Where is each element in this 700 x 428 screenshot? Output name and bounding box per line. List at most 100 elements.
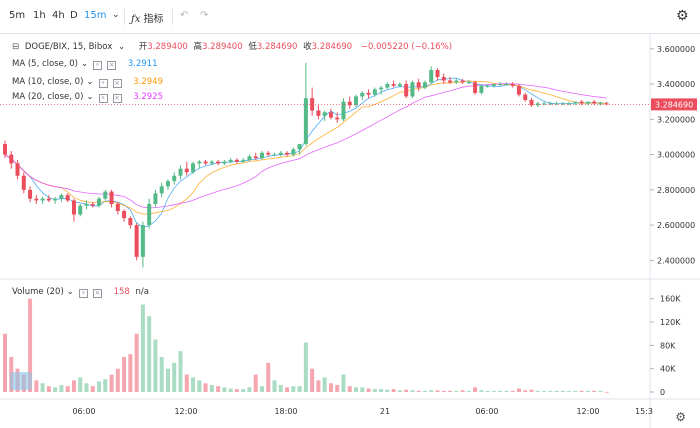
candle-body — [203, 161, 208, 164]
volume-bar — [341, 374, 346, 392]
candle-body — [479, 85, 484, 93]
time-tick-label: 12:00 — [174, 407, 197, 416]
volume-bar — [128, 354, 133, 392]
volume-bar — [178, 351, 183, 392]
volume-bar — [548, 390, 553, 392]
candle-body — [316, 110, 321, 116]
volume-bar — [191, 377, 196, 392]
volume-bar — [310, 368, 315, 392]
candle-body — [234, 159, 239, 162]
candle-body — [454, 80, 459, 83]
ma10-chevron-icon[interactable]: ⌄ — [86, 77, 94, 87]
ma20-chevron-icon[interactable]: ⌄ — [86, 92, 94, 102]
volume-bar — [491, 390, 496, 392]
candle-body — [285, 152, 290, 155]
candle-body — [322, 112, 327, 116]
candle-body — [460, 80, 465, 83]
volume-bar — [84, 383, 89, 392]
current-price-label: 3.284690 — [655, 100, 693, 109]
volume-bar — [272, 380, 277, 392]
volume-bar — [278, 385, 283, 392]
redo-icon[interactable]: ↷ — [200, 10, 209, 21]
candle-body — [391, 84, 396, 86]
candle-body — [491, 84, 496, 86]
interval-15m-button[interactable]: 15m — [84, 10, 107, 21]
volume-bar — [366, 388, 371, 392]
high-label: 高 — [193, 42, 203, 52]
candle-body — [165, 181, 170, 187]
volume-chevron-icon[interactable]: ⌄ — [66, 287, 74, 297]
volume-settings-icon[interactable]: ⚬ — [78, 289, 88, 298]
volume-legend: Volume (20) ⌄ ⚬ × 158 n/a — [12, 287, 152, 298]
volume-remove-icon[interactable]: × — [92, 289, 102, 298]
candle-body — [410, 82, 415, 97]
chart-canvas[interactable]: 3.600000 3.400000 3.200000 3.000000 2.800000… — [0, 34, 700, 428]
chart-settings-gear-icon[interactable]: ⚙ — [675, 410, 686, 424]
volume-bar — [90, 386, 95, 392]
candle-body — [448, 80, 453, 83]
indicators-button[interactable]: ƒx 指标 — [131, 10, 164, 25]
volume-bar — [441, 390, 446, 392]
ma5-settings-icon[interactable]: ⚬ — [93, 61, 103, 70]
volume-bar — [109, 374, 114, 392]
toolbar-divider — [172, 9, 173, 25]
candle-body — [604, 103, 609, 105]
volume-bar — [460, 390, 465, 392]
interval-4h-button[interactable]: 4h — [52, 10, 65, 21]
close-value: 3.284690 — [311, 42, 353, 52]
candle-body — [71, 200, 76, 215]
volume-bar — [197, 380, 202, 392]
ma10-legend: MA (10, close, 0) ⌄ ⚬ × 3.2949 — [12, 77, 166, 88]
volume-bar — [71, 380, 76, 392]
volume-bar — [598, 390, 603, 392]
candle-body — [554, 103, 559, 105]
volume-bar — [122, 357, 127, 392]
candle-body — [40, 198, 45, 201]
settings-gear-icon[interactable]: ⚙ — [676, 8, 689, 24]
candle-body — [122, 211, 127, 219]
candle-body — [134, 225, 139, 257]
volume-bar — [59, 385, 64, 392]
candle-body — [21, 175, 26, 190]
volume-tick-label: 120K — [660, 318, 681, 327]
volume-bar — [335, 385, 340, 392]
volume-bar — [385, 389, 390, 392]
ma20-remove-icon[interactable]: × — [112, 94, 122, 103]
volume-bar — [354, 387, 359, 392]
current-price-badge — [651, 98, 697, 111]
interval-d-button[interactable]: D — [70, 10, 78, 21]
ma5-chevron-icon[interactable]: ⌄ — [81, 59, 89, 69]
candle-body — [510, 84, 515, 86]
symbol-chevron-icon[interactable]: ⌄ — [117, 42, 126, 52]
volume-bar — [78, 377, 83, 392]
candle-body — [291, 149, 296, 155]
symbol-legend: ⊟ DOGE/BIX, 15, Bibox ⌄ 开3.289400 高3.289… — [12, 40, 455, 52]
candle-body — [278, 152, 283, 155]
interval-5m-button[interactable]: 5m — [9, 10, 26, 21]
ma5-remove-icon[interactable]: × — [107, 61, 117, 70]
candle-body — [153, 193, 158, 204]
candle-body — [247, 156, 252, 160]
interval-1h-button[interactable]: 1h — [33, 10, 46, 21]
ma10-remove-icon[interactable]: × — [112, 79, 122, 88]
time-tick-label: 12:00 — [576, 407, 599, 416]
volume-bar — [97, 381, 102, 392]
open-label: 开 — [138, 42, 148, 52]
ma20-settings-icon[interactable]: ⚬ — [98, 94, 108, 103]
price-tick-label: 2.400000 — [657, 256, 695, 265]
ma20-value: 3.2925 — [133, 92, 163, 102]
candle-body — [498, 84, 503, 86]
candle-body — [65, 195, 70, 201]
low-value: 3.284690 — [256, 42, 298, 52]
volume-bar — [297, 386, 302, 392]
volume-bar — [34, 380, 39, 392]
interval-dropdown-chevron-icon[interactable]: ⌄ — [112, 10, 120, 20]
toolbar: 5m 1h 4h D 15m ⌄ ƒx 指标 ↶ ↷ ⚙ — [0, 0, 700, 34]
collapse-icon[interactable]: ⊟ — [12, 42, 20, 52]
volume-bar — [3, 333, 7, 392]
ma10-settings-icon[interactable]: ⚬ — [98, 79, 108, 88]
volume-bar — [303, 342, 308, 392]
candle-body — [222, 161, 227, 164]
undo-icon[interactable]: ↶ — [180, 10, 189, 21]
volume-bar — [510, 390, 515, 392]
